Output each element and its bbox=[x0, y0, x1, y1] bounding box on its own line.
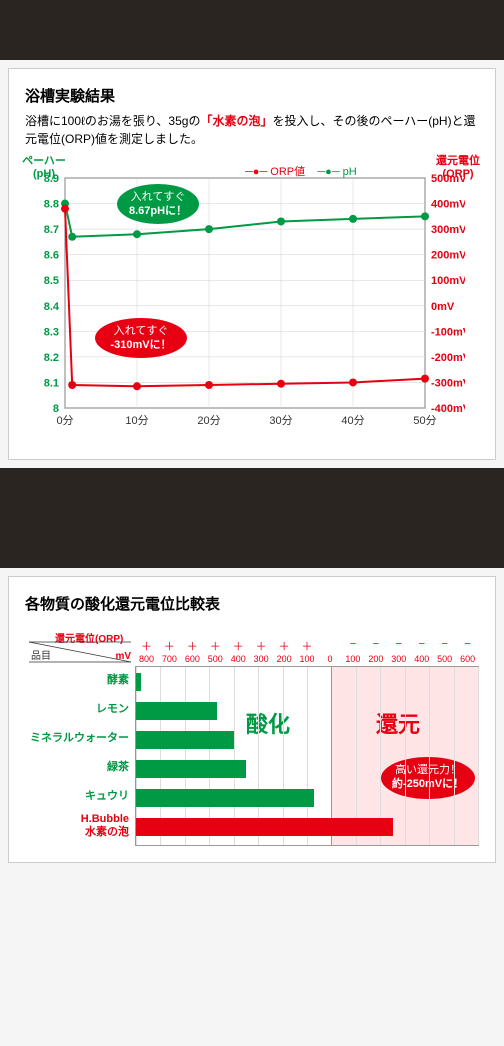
bar-label: 酵素 bbox=[25, 666, 135, 695]
bar-label: レモン bbox=[25, 695, 135, 724]
ph-axis-label: ペーハー (pH) bbox=[21, 152, 67, 180]
bar-chart-title: 各物質の酸化還元電位比較表 bbox=[25, 593, 479, 614]
line-chart-title: 浴槽実験結果 bbox=[25, 85, 479, 106]
line-chart-wrapper: ペーハー (pH) 還元電位 (ORP) ─●─ ORP値 ─●─ pH 8.9… bbox=[25, 158, 479, 443]
callout-orp-val: -310mVに！ bbox=[110, 339, 171, 351]
svg-text:-100mV: -100mV bbox=[431, 326, 465, 338]
dark-band-mid bbox=[0, 468, 504, 568]
svg-text:8: 8 bbox=[53, 403, 59, 415]
svg-text:8.7: 8.7 bbox=[44, 224, 59, 236]
bar-scale-header: ＋＋＋＋＋＋＋＋−−−−−−80070060050040030020010001… bbox=[135, 638, 479, 664]
svg-text:8.3: 8.3 bbox=[44, 326, 59, 338]
svg-text:-300mV: -300mV bbox=[431, 377, 465, 389]
bar-label: ミネラルウォーター bbox=[25, 724, 135, 753]
svg-text:40分: 40分 bbox=[341, 414, 364, 427]
bar bbox=[136, 789, 314, 807]
svg-text:8.5: 8.5 bbox=[44, 275, 59, 287]
bar bbox=[136, 673, 141, 691]
bar-label: 緑茶 bbox=[25, 753, 135, 782]
svg-text:8.6: 8.6 bbox=[44, 250, 59, 262]
svg-text:300mV: 300mV bbox=[431, 224, 465, 236]
legend-ph-marker: ─●─ bbox=[317, 166, 339, 178]
line-chart-desc: 浴槽に100ℓのお湯を張り、35gの「水素の泡」を投入し、その後のペーハー(pH… bbox=[25, 112, 479, 148]
bar-chart-section: 各物質の酸化還元電位比較表 還元電位(ORP) 品目 mV ＋＋＋＋＋＋＋＋−−… bbox=[8, 576, 496, 863]
svg-text:-200mV: -200mV bbox=[431, 352, 465, 364]
bar-plot-row: 酵素レモンミネラルウォーター緑茶キュウリH.Bubble 水素の泡 酸化 還元 … bbox=[25, 666, 479, 846]
bar-plot-area: 酸化 還元 高い還元力！ 約-250mVに！ bbox=[135, 666, 479, 846]
svg-text:-400mV: -400mV bbox=[431, 403, 465, 415]
legend-ph-label: pH bbox=[343, 166, 357, 178]
callout-bar: 高い還元力！ 約-250mVに！ bbox=[381, 757, 475, 799]
svg-text:0mV: 0mV bbox=[431, 301, 455, 313]
bar-header-left: 還元電位(ORP) 品目 mV bbox=[25, 630, 135, 664]
dark-band-top bbox=[0, 0, 504, 60]
svg-text:0分: 0分 bbox=[56, 414, 73, 427]
svg-text:8.4: 8.4 bbox=[44, 301, 60, 313]
svg-text:100mV: 100mV bbox=[431, 275, 465, 287]
bar-header-row: 還元電位(ORP) 品目 mV ＋＋＋＋＋＋＋＋−−−−−−8007006005… bbox=[25, 630, 479, 664]
bar bbox=[136, 760, 246, 778]
svg-text:200mV: 200mV bbox=[431, 250, 465, 262]
bar bbox=[136, 702, 217, 720]
callout-ph: 入れてすぐ 8.67pHに！ bbox=[117, 184, 199, 224]
callout-orp-pre: 入れてすぐ bbox=[114, 325, 169, 337]
mv-label: mV bbox=[115, 651, 131, 662]
zone-redox-label: 還元 bbox=[376, 707, 420, 739]
bar-labels-col: 酵素レモンミネラルウォーター緑茶キュウリH.Bubble 水素の泡 bbox=[25, 666, 135, 846]
svg-text:30分: 30分 bbox=[269, 414, 292, 427]
orp-axis-label: 還元電位 (ORP) bbox=[433, 152, 483, 180]
svg-text:8.8: 8.8 bbox=[44, 199, 59, 211]
item-label: 品目 bbox=[31, 647, 51, 662]
svg-text:8.1: 8.1 bbox=[44, 377, 59, 389]
bar-label: H.Bubble 水素の泡 bbox=[25, 811, 135, 840]
line-chart-svg: 8.98.88.78.68.58.48.38.28.18500mV400mV30… bbox=[25, 158, 465, 438]
bar bbox=[136, 818, 393, 836]
line-chart-section: 浴槽実験結果 浴槽に100ℓのお湯を張り、35gの「水素の泡」を投入し、その後の… bbox=[8, 68, 496, 460]
svg-text:20分: 20分 bbox=[197, 414, 220, 427]
legend-orp-label: ORP値 bbox=[270, 166, 305, 178]
legend: ─●─ ORP値 ─●─ pH bbox=[245, 163, 357, 179]
bar-label: キュウリ bbox=[25, 782, 135, 811]
callout-ph-val: 8.67pHに！ bbox=[129, 205, 187, 217]
bar bbox=[136, 731, 234, 749]
callout-ph-pre: 入れてすぐ bbox=[131, 191, 186, 203]
callout-orp: 入れてすぐ -310mVに！ bbox=[95, 318, 187, 358]
svg-text:10分: 10分 bbox=[125, 414, 148, 427]
svg-text:8.2: 8.2 bbox=[44, 352, 59, 364]
legend-orp-marker: ─●─ bbox=[245, 166, 267, 178]
desc-highlight: 「水素の泡」 bbox=[200, 114, 272, 128]
desc-pre: 浴槽に100ℓのお湯を張り、35gの bbox=[25, 114, 200, 128]
svg-text:50分: 50分 bbox=[413, 414, 436, 427]
svg-text:400mV: 400mV bbox=[431, 199, 465, 211]
